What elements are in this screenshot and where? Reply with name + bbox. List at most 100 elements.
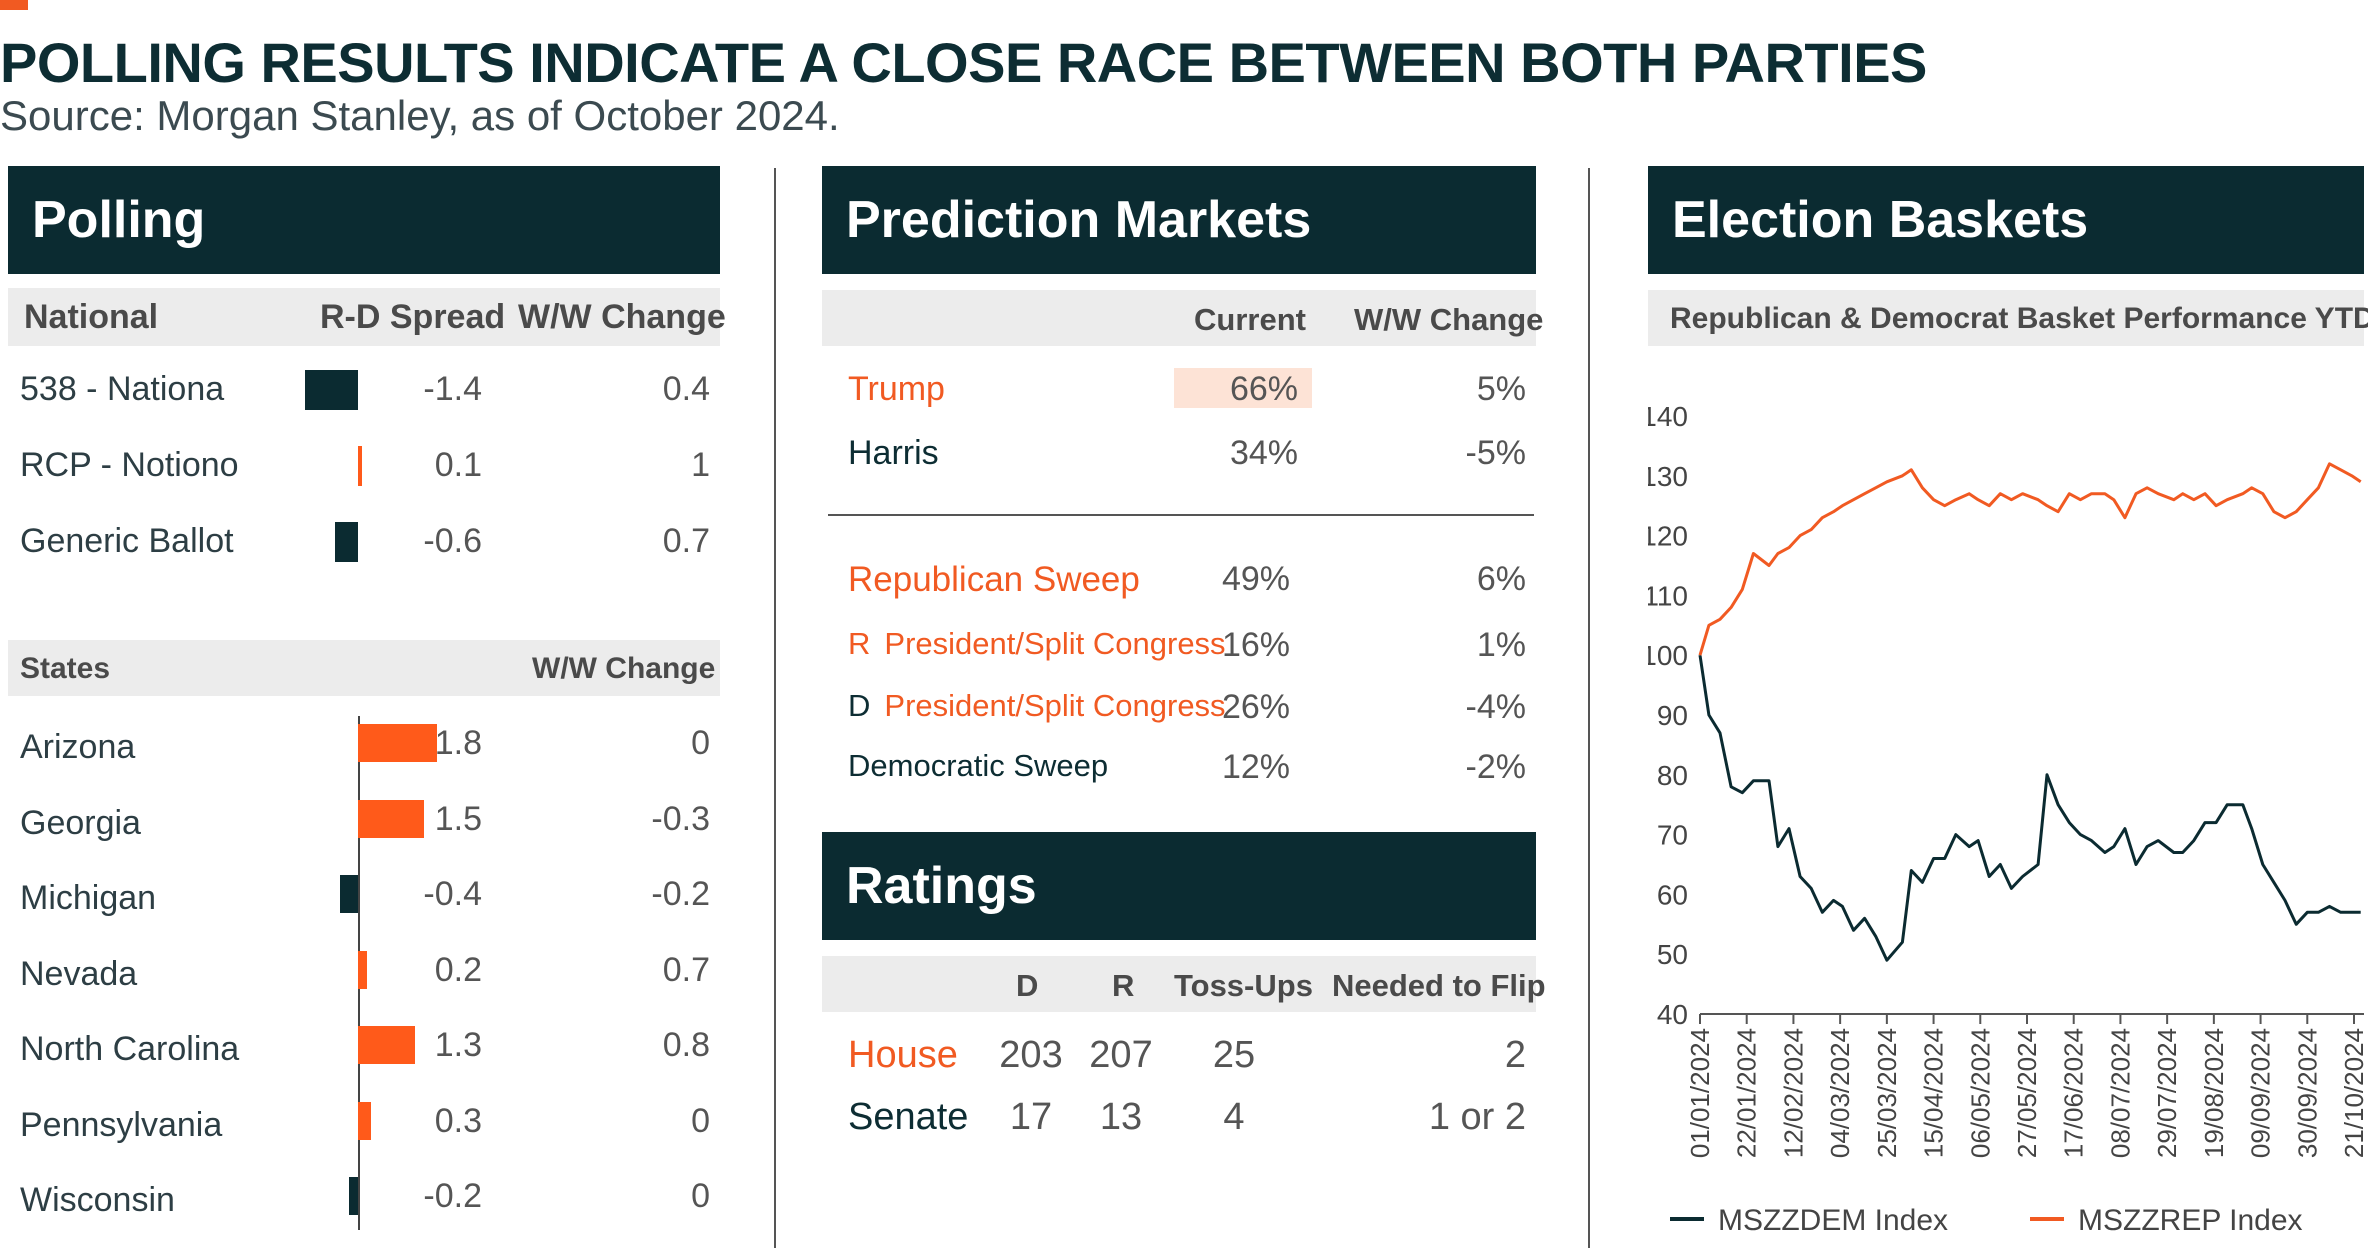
- state-spread-value: 1.5: [434, 799, 482, 838]
- x-tick-label: 08/07/2024: [2105, 1028, 2135, 1158]
- national-spread-bar: [304, 370, 358, 410]
- change-header-label: W/W Change: [518, 298, 726, 336]
- state-change-value: 0: [691, 1101, 710, 1140]
- candidate-change: -5%: [1465, 434, 1526, 472]
- polling-title: Polling: [32, 191, 206, 249]
- series-lines: [1698, 462, 2362, 962]
- national-spread-value: 0.1: [434, 446, 482, 484]
- y-tick-label: 60: [1657, 879, 1688, 910]
- state-spread-bar: [358, 799, 424, 838]
- scenario-prefix: R: [848, 626, 871, 661]
- x-tick-label: 30/09/2024: [2292, 1028, 2322, 1158]
- national-header-label: National: [24, 298, 159, 336]
- state-spread-bar: [349, 1177, 358, 1215]
- state-spread-value: 1.8: [434, 724, 482, 762]
- rating-d-value: 203: [999, 1034, 1063, 1076]
- national-spread-bar: [358, 446, 362, 486]
- prediction-divider: [828, 514, 1534, 516]
- legend-label: MSZZREP Index: [2078, 1204, 2303, 1237]
- state-row-name: Pennsylvania: [20, 1105, 223, 1144]
- x-tick-label: 17/06/2024: [2059, 1028, 2089, 1158]
- y-tick-label: 70: [1657, 820, 1688, 851]
- ratings-r-header: R: [1112, 968, 1135, 1003]
- scenario-prefix: D: [848, 688, 871, 723]
- baskets-subheader: Republican & Democrat Basket Performance…: [1648, 290, 2368, 346]
- scenario-current: 16%: [1221, 626, 1290, 664]
- scenario-label: Republican Sweep: [848, 560, 1140, 600]
- spread-header-label: R-D Spread: [320, 298, 506, 336]
- state-spread-value: 1.3: [434, 1026, 482, 1064]
- candidate-current: 34%: [1229, 434, 1298, 472]
- x-tick-label: 09/09/2024: [2246, 1028, 2276, 1158]
- state-change-value: 0: [691, 724, 710, 762]
- x-tick-label: 04/03/2024: [1825, 1028, 1855, 1158]
- state-spread-bar: [358, 724, 438, 762]
- baskets-subheader-label: Republican & Democrat Basket Performance…: [1670, 302, 2368, 335]
- page-title: POLLING RESULTS INDICATE A CLOSE RACE BE…: [0, 31, 1927, 94]
- x-tick-label: 06/05/2024: [1965, 1028, 1995, 1158]
- y-tick-label: 130: [1648, 461, 1688, 492]
- scenario-name: Republican Sweep: [848, 560, 1140, 599]
- candidate-name: Harris: [848, 434, 939, 472]
- rating-flip-value: 2: [1504, 1034, 1526, 1076]
- state-row-name: Michigan: [20, 879, 157, 917]
- prediction-table-header: Current W/W Change: [822, 290, 1543, 346]
- x-tick-label: 15/04/2024: [1919, 1028, 1949, 1158]
- scenario-current: 12%: [1221, 748, 1290, 786]
- national-spread-value: -0.6: [423, 522, 482, 560]
- prediction-header: Prediction Markets: [822, 166, 1536, 274]
- prediction-title: Prediction Markets: [846, 191, 1312, 249]
- scenario-label: R President/Split Congress: [848, 626, 1226, 662]
- prediction-change-header: W/W Change: [1354, 302, 1544, 337]
- polling-header: Polling: [8, 166, 720, 274]
- rating-toss-value: 25: [1212, 1034, 1256, 1076]
- trump-highlight: [1174, 368, 1312, 408]
- y-tick-label: 110: [1648, 580, 1688, 611]
- state-change-value: -0.3: [651, 799, 710, 838]
- state-row-name: Wisconsin: [20, 1181, 175, 1219]
- x-tick-label: 25/03/2024: [1872, 1028, 1902, 1158]
- rating-toss-value: 4: [1223, 1096, 1245, 1138]
- y-tick-label: 120: [1648, 521, 1688, 552]
- national-spread-bar: [335, 522, 358, 562]
- y-tick-label: 100: [1648, 640, 1688, 671]
- y-tick-label: 90: [1657, 700, 1688, 731]
- state-spread-bar: [358, 1026, 416, 1064]
- basket-performance-chart: 140 130 120 110 100 90 80 70 60 50 40 01/01/2024 22…: [1648, 401, 2368, 1237]
- page-subtitle: Source: Morgan Stanley, as of October 20…: [0, 92, 840, 139]
- states-table-header: States W/W Change: [8, 640, 720, 696]
- state-change-value: 0: [691, 1177, 710, 1215]
- rating-row-name: House: [848, 1034, 958, 1076]
- ratings-title: Ratings: [846, 857, 1037, 915]
- prediction-current-header: Current: [1194, 302, 1306, 337]
- dem-index-line: [1698, 654, 2361, 962]
- states-change-header-label: W/W Change: [532, 652, 716, 685]
- x-tick-label: 01/01/2024: [1685, 1028, 1715, 1158]
- state-row-name: Arizona: [20, 728, 136, 766]
- column-separator-1: [774, 168, 776, 1248]
- state-spread-bar: [340, 875, 358, 913]
- x-axis-ticks: 01/01/2024 22/01/2024 12/02/2024 04/03/2024…: [1685, 1014, 2368, 1158]
- y-tick-label: 80: [1657, 760, 1688, 791]
- scenario-label: Democratic Sweep: [848, 748, 1108, 784]
- ratings-flip-header: Needed to Flip: [1332, 968, 1546, 1003]
- rating-flip-value: 1 or 2: [1428, 1096, 1526, 1138]
- legend-label: MSZZDEM Index: [1718, 1204, 1948, 1237]
- x-tick-label: 21/10/2024: [2339, 1028, 2368, 1158]
- scenario-change: 1%: [1476, 626, 1526, 664]
- x-tick-label: 12/02/2024: [1778, 1028, 1808, 1158]
- state-row-name: Nevada: [20, 954, 138, 993]
- scenario-change: -2%: [1465, 748, 1526, 786]
- state-row-name: Georgia: [20, 803, 141, 842]
- state-change-value: -0.2: [651, 875, 710, 913]
- national-table-header: National R-D Spread W/W Change: [8, 288, 726, 346]
- state-change-value: 0.8: [662, 1026, 710, 1064]
- state-spread-bar: [358, 1101, 372, 1140]
- rating-r-value: 207: [1089, 1034, 1153, 1076]
- scenario-change: -4%: [1465, 688, 1526, 726]
- y-tick-label: 50: [1657, 939, 1688, 970]
- baskets-header: Election Baskets: [1648, 166, 2364, 274]
- y-axis-ticks: 140 130 120 110 100 90 80 70 60 50 40: [1648, 401, 1688, 1030]
- rep-index-line: [1698, 462, 2362, 656]
- baskets-title: Election Baskets: [1672, 191, 2089, 249]
